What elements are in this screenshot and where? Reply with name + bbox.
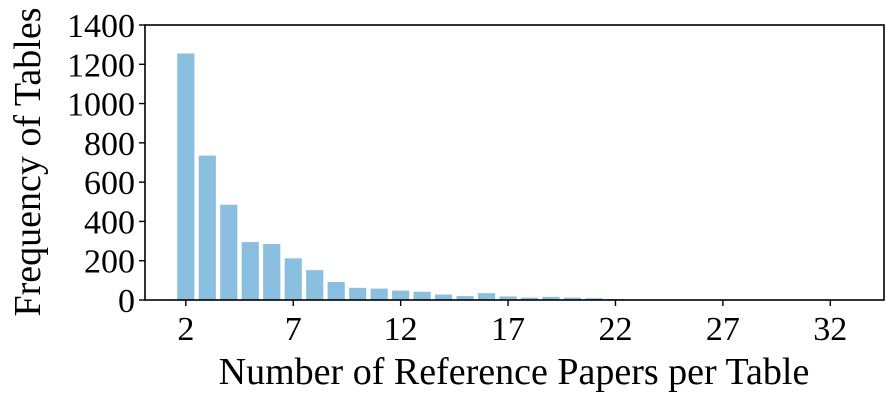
x-tick-label: 17 [491, 311, 525, 348]
bar-9 [327, 281, 345, 300]
y-tick-label: 1400 [67, 8, 135, 45]
x-tick-label: 32 [813, 311, 847, 348]
bar-15 [456, 296, 474, 300]
bar-6 [263, 244, 281, 300]
y-axis-label: Frequency of Tables [7, 8, 49, 317]
y-tick-label: 200 [84, 244, 135, 281]
bar-20 [563, 297, 582, 300]
y-tick-label: 400 [84, 204, 135, 241]
bar-18 [520, 297, 539, 300]
plot-frame [144, 24, 885, 301]
y-tick-label: 600 [84, 165, 135, 202]
bar-2 [177, 53, 195, 301]
x-tick-label: 22 [598, 311, 632, 348]
bar-16 [477, 293, 496, 301]
bar-7 [284, 258, 302, 300]
x-tick-label: 2 [177, 311, 194, 348]
bar-14 [435, 294, 453, 300]
x-tick-label: 27 [706, 311, 740, 348]
bar-4 [220, 204, 238, 300]
x-tick-label: 12 [384, 311, 418, 348]
y-tick-label: 0 [118, 283, 135, 320]
x-axis-label: Number of Reference Papers per Table [219, 351, 810, 393]
x-tick-label: 7 [285, 311, 302, 348]
bar-3 [198, 155, 216, 301]
bar-13 [413, 291, 431, 300]
x-axis-ticks: 2 7 12 17 22 27 32 [177, 300, 847, 348]
bar-5 [241, 242, 259, 300]
bar-19 [542, 296, 560, 300]
y-tick-label: 800 [84, 126, 135, 163]
bar-10 [349, 287, 367, 300]
bars-group [177, 53, 861, 301]
bar-11 [370, 288, 388, 300]
bar-21 [585, 298, 603, 300]
bar-12 [392, 290, 410, 300]
y-tick-label: 1000 [67, 87, 135, 124]
bar-8 [306, 270, 324, 300]
y-tick-label: 1200 [67, 47, 135, 84]
bar-17 [499, 296, 517, 300]
